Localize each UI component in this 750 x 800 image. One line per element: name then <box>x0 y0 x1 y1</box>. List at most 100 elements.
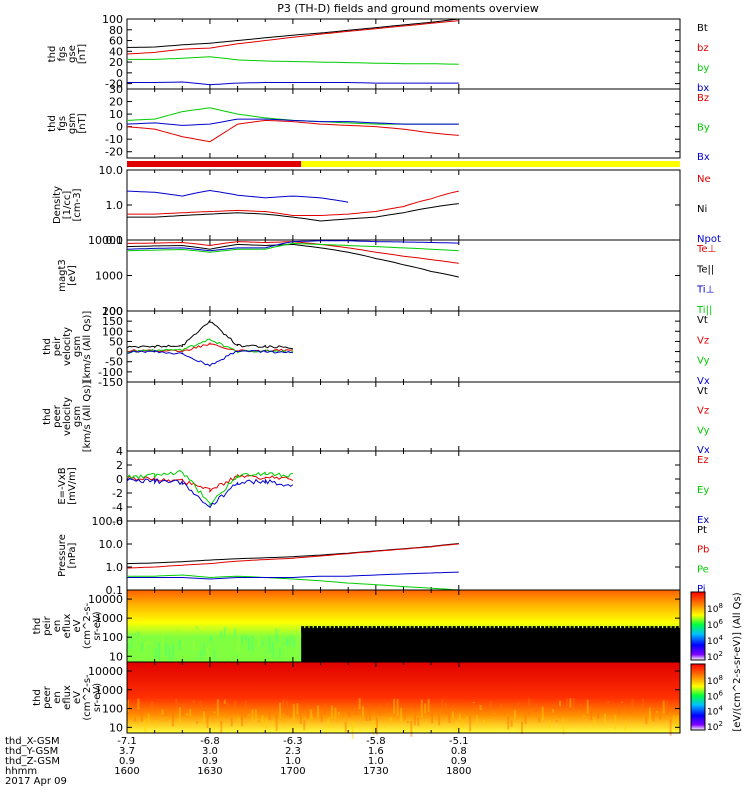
series-Pt <box>126 543 459 565</box>
spectrogram-dropout-edge <box>313 626 317 640</box>
spectrogram-texture <box>289 703 292 718</box>
spectrogram-texture <box>576 708 579 710</box>
y-tick-label: 150 <box>102 315 123 328</box>
spectrogram-texture <box>144 718 147 732</box>
spectrogram-texture <box>330 705 333 720</box>
y-axis-label: gsm <box>72 336 83 357</box>
y-tick-label: 100 <box>102 325 123 338</box>
spectrogram-texture <box>254 709 257 723</box>
colorbar-tick-label: 102 <box>707 720 723 733</box>
x-axis-value: 1630 <box>197 766 222 777</box>
spectrogram-texture <box>189 709 192 717</box>
y-tick-label: -2 <box>112 487 123 500</box>
spectrogram-dropout-edge <box>625 626 629 633</box>
x-axis-value: -5.1 <box>449 736 469 747</box>
y-axis-label: eflux <box>62 614 73 639</box>
spectrogram-texture <box>127 644 129 651</box>
y-axis-label: Pressure <box>57 534 68 577</box>
spectrogram-texture <box>299 708 302 724</box>
panel-frame <box>126 381 681 452</box>
spectrogram-texture <box>237 718 240 721</box>
spectrogram-dropout-edge <box>301 626 305 633</box>
y-axis-label: [1/cc] <box>62 191 73 220</box>
spectrogram-dropout-edge <box>494 626 498 639</box>
spectrogram-texture <box>209 707 212 711</box>
spectrogram-texture <box>400 708 402 722</box>
spectrogram-texture <box>344 721 347 732</box>
y-axis-label: sr-eV) <box>92 611 103 640</box>
spectrogram-texture <box>196 626 199 629</box>
y-tick-label: 10 <box>109 650 123 663</box>
spectrogram-texture <box>248 638 250 650</box>
x-axis-value: 1.0 <box>285 756 301 767</box>
y-axis-label: fgs <box>57 46 68 61</box>
spectrogram-texture <box>165 642 167 657</box>
spectrogram-dropout-edge <box>343 626 347 640</box>
spectrogram-dropout-edge <box>532 626 536 636</box>
spectrogram-texture <box>199 650 202 660</box>
y-axis-label: en <box>52 620 63 633</box>
x-axis-value: 3.0 <box>202 746 218 757</box>
spectrogram-texture <box>348 707 351 718</box>
legend-Bz: Bz <box>697 93 709 104</box>
spectrogram-dropout-edge <box>553 626 557 638</box>
legend-Pe: Pe <box>697 564 709 575</box>
legend-Ne: Ne <box>697 174 711 185</box>
spectrogram-texture <box>265 651 268 653</box>
spectrogram-texture <box>168 722 171 723</box>
y-tick-label: 50 <box>109 335 123 348</box>
legend-By: By <box>697 123 710 134</box>
spectrogram-dropout-edge <box>520 626 524 633</box>
spectrogram-texture <box>216 650 219 656</box>
spectrogram-texture <box>272 721 275 725</box>
y-tick-label: 10000 <box>88 665 123 678</box>
spectrogram-dropout-edge <box>406 626 410 634</box>
y-tick-label: 30 <box>109 83 123 96</box>
spectrogram-texture <box>527 698 530 716</box>
x-axis-value: 3.7 <box>119 746 135 757</box>
y-axis-label: sr-eV) <box>92 683 103 712</box>
spectrogram-dropout-edge <box>351 626 355 635</box>
spectrogram-texture <box>237 635 240 653</box>
series-Te|| <box>126 243 459 278</box>
y-axis-label: thd <box>32 618 43 635</box>
spectrogram-texture <box>227 703 230 707</box>
y-tick-label: 4 <box>116 445 123 458</box>
panel-temperature: 10000 1000 100 magt3 [eV] Te⊥ Te|| Ti⊥ Ti|| <box>57 234 716 318</box>
spectrogram-texture <box>365 715 368 722</box>
spectrogram-texture <box>590 705 593 721</box>
spectrogram-texture <box>669 719 672 736</box>
spectrogram-texture <box>275 714 278 732</box>
x-axis-value: 1700 <box>280 766 305 777</box>
spectrogram-dropout-edge <box>339 626 343 640</box>
y-axis-label: gse <box>67 45 78 63</box>
spectrogram-texture <box>230 641 233 645</box>
spectrogram-peer_eflux <box>127 662 680 733</box>
spectrogram-texture <box>479 705 482 710</box>
y-tick-label: 10 <box>109 721 123 734</box>
series-bz <box>126 20 459 55</box>
spectrogram-texture <box>407 721 409 723</box>
legend-Bt: Bt <box>697 23 708 34</box>
spectrogram-dropout-edge <box>595 626 599 636</box>
y-tick-label: 1.0 <box>106 561 124 574</box>
spectrogram-texture <box>133 633 136 635</box>
spectrogram-dropout-edge <box>541 626 545 635</box>
x-axis-annotation: thd_X-GSM -7.1 -6.8 -6.3 -5.8 -5.1 thd_Y-GSM 3.… <box>5 736 472 787</box>
y-axis-label: thd <box>47 115 58 132</box>
y-axis-label: [km/s (All Qs)] <box>82 311 93 383</box>
spectrogram-texture <box>182 702 185 716</box>
spectrogram-texture <box>282 699 285 713</box>
spectrogram-texture <box>171 644 174 660</box>
y-tick-label: 60 <box>109 35 123 48</box>
mode-bar-yellow <box>301 161 680 167</box>
legend-Npot: Npot <box>697 234 721 245</box>
legend-bz: bz <box>697 43 709 54</box>
spectrogram-texture <box>161 709 164 715</box>
panel-peir_eflux: 10000 1000 100 10 thd peir en eflux eV (cm^2-s-sr… <box>32 589 681 669</box>
legend-bx: bx <box>697 83 709 94</box>
spectrogram-texture <box>292 638 295 648</box>
spectrogram-dropout-edge <box>654 626 658 638</box>
spectrogram-texture <box>559 700 561 707</box>
